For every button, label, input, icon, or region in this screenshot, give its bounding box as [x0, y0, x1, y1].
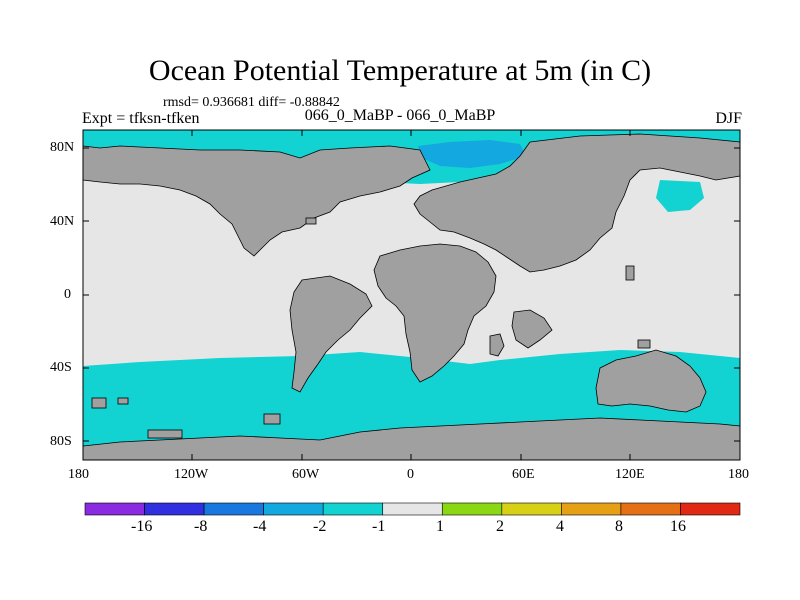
colorbar-swatch: [620, 502, 681, 516]
landmass-antarctica: [82, 417, 741, 461]
landmass-india: [511, 309, 553, 349]
lat-tick-label: 0: [64, 287, 71, 302]
lon-tick-label: 120E: [615, 467, 645, 482]
colorbar-label: 4: [556, 518, 564, 535]
arctic-anomaly-blue: [418, 140, 526, 168]
lon-tick-label: 60E: [512, 467, 535, 482]
colorbar-swatch: [263, 502, 324, 516]
landmass-australia: [595, 349, 707, 413]
colorbar-swatch: [680, 502, 741, 516]
lon-tick-label: 180: [68, 467, 89, 482]
colorbar-label: -16: [131, 518, 153, 535]
landmass-eurasia: [413, 133, 741, 273]
colorbar: [84, 502, 741, 516]
colorbar-label: 2: [496, 518, 504, 535]
season-label: DJF: [715, 110, 742, 127]
colorbar-swatch: [441, 502, 503, 516]
colorbar-swatch: [84, 502, 145, 516]
colorbar-label: -1: [372, 518, 386, 535]
lat-tick-label: 80S: [50, 434, 72, 449]
lat-tick-label: 80N: [50, 140, 75, 155]
experiment-label: Expt = tfksn-tfken: [82, 110, 200, 127]
stats-line: rmsd= 0.936681 diff= -0.88842: [163, 95, 340, 110]
island: [147, 429, 183, 439]
island: [91, 397, 107, 409]
lon-ticks: [191, 130, 631, 460]
colorbar-label: 8: [615, 518, 623, 535]
landmass-north-america: [82, 145, 431, 257]
colorbar-label: -8: [194, 518, 208, 535]
case-label: 066_0_MaBP - 066_0_MaBP: [304, 107, 496, 124]
island: [305, 217, 317, 225]
island: [117, 397, 129, 405]
landmass-africa: [373, 243, 497, 383]
colorbar-swatch: [501, 502, 562, 516]
lon-tick-label: 60W: [292, 467, 320, 482]
island: [625, 265, 635, 281]
colorbar-label: 16: [670, 518, 686, 535]
lon-tick-label: 0: [407, 467, 414, 482]
island: [263, 413, 281, 425]
colorbar-label: -2: [313, 518, 327, 535]
colorbar-label: -4: [253, 518, 267, 535]
landmass-madagascar: [489, 333, 505, 357]
north-pacific-anomaly-cyan: [656, 180, 704, 212]
colorbar-swatch: [561, 502, 622, 516]
island: [637, 339, 651, 349]
colorbar-swatch: [382, 502, 443, 516]
lon-tick-label: 120W: [174, 467, 209, 482]
colorbar-label: 1: [436, 518, 444, 535]
colorbar-swatch: [203, 502, 264, 516]
lat-ticks: [83, 147, 740, 442]
colorbar-swatch: [322, 502, 384, 516]
lat-tick-label: 40S: [50, 360, 72, 375]
colorbar-swatch: [144, 502, 205, 516]
landmass-south-america: [289, 275, 373, 393]
lat-tick-label: 40N: [50, 214, 75, 229]
lon-tick-label: 180: [728, 467, 749, 482]
map-title: Ocean Potential Temperature at 5m (in C): [148, 54, 652, 87]
